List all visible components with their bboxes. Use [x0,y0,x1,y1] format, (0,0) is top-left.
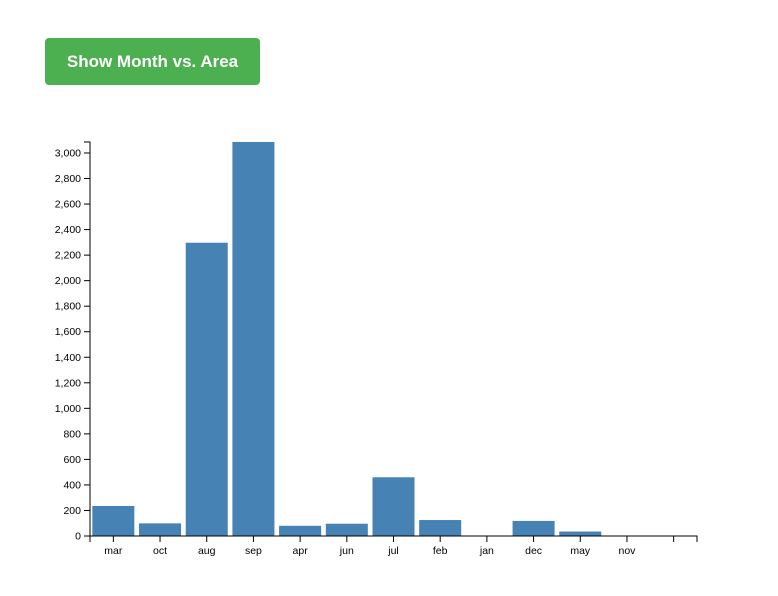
x-tick-label-oct: oct [153,545,167,557]
y-tick-label: 2,800 [55,173,81,185]
x-axis: mar oct aug sep apr jun jul feb jan dec may nov [89,535,698,557]
x-tick-label-jan: jan [479,545,494,557]
x-tick-label-sep: sep [245,545,262,557]
bar-may [559,531,602,536]
x-tick-label-apr: apr [293,545,309,557]
x-tick-label-jun: jun [339,545,354,557]
bar-aug [185,242,228,537]
y-tick-label: 1,200 [55,377,81,389]
y-tick-label: 2,400 [55,224,81,236]
y-tick-label: 0 [75,531,81,543]
y-tick-label: 2,000 [55,275,81,287]
bar-jul [372,477,415,536]
y-tick-label: 1,400 [55,352,81,364]
bar-feb [419,520,462,536]
y-axis-line [84,141,91,537]
y-tick-label: 2,200 [55,250,81,262]
y-tick-label: 800 [63,428,81,440]
bar-mar [92,506,135,536]
bar-jun [325,523,368,536]
show-month-vs-area-button[interactable]: Show Month vs. Area [45,38,260,85]
bar-oct [139,523,182,536]
y-tick-label: 400 [63,479,81,491]
bar-dec [512,520,555,536]
y-axis: 0 200 400 600 800 1,000 1,200 1,400 1,600 1,800 2,… [55,141,91,543]
x-tick-label-feb: feb [433,545,448,557]
x-tick-label-mar: mar [104,545,123,557]
x-tick-label-may: may [570,545,591,557]
y-tick-label: 1,800 [55,301,81,313]
y-tick-label: 200 [63,505,81,517]
y-tick-label: 2,600 [55,199,81,211]
bars-group [92,142,602,537]
bar-apr [279,525,322,536]
y-tick-label: 3,000 [55,147,81,159]
bar-sep [232,142,275,536]
x-tick-label-jul: jul [387,545,399,557]
y-tick-label: 1,000 [55,403,81,415]
y-tick-label: 600 [63,454,81,466]
y-tick-label: 1,600 [55,326,81,338]
x-tick-label-dec: dec [525,545,542,557]
x-tick-label-aug: aug [198,545,216,557]
x-tick-label-nov: nov [618,545,636,557]
